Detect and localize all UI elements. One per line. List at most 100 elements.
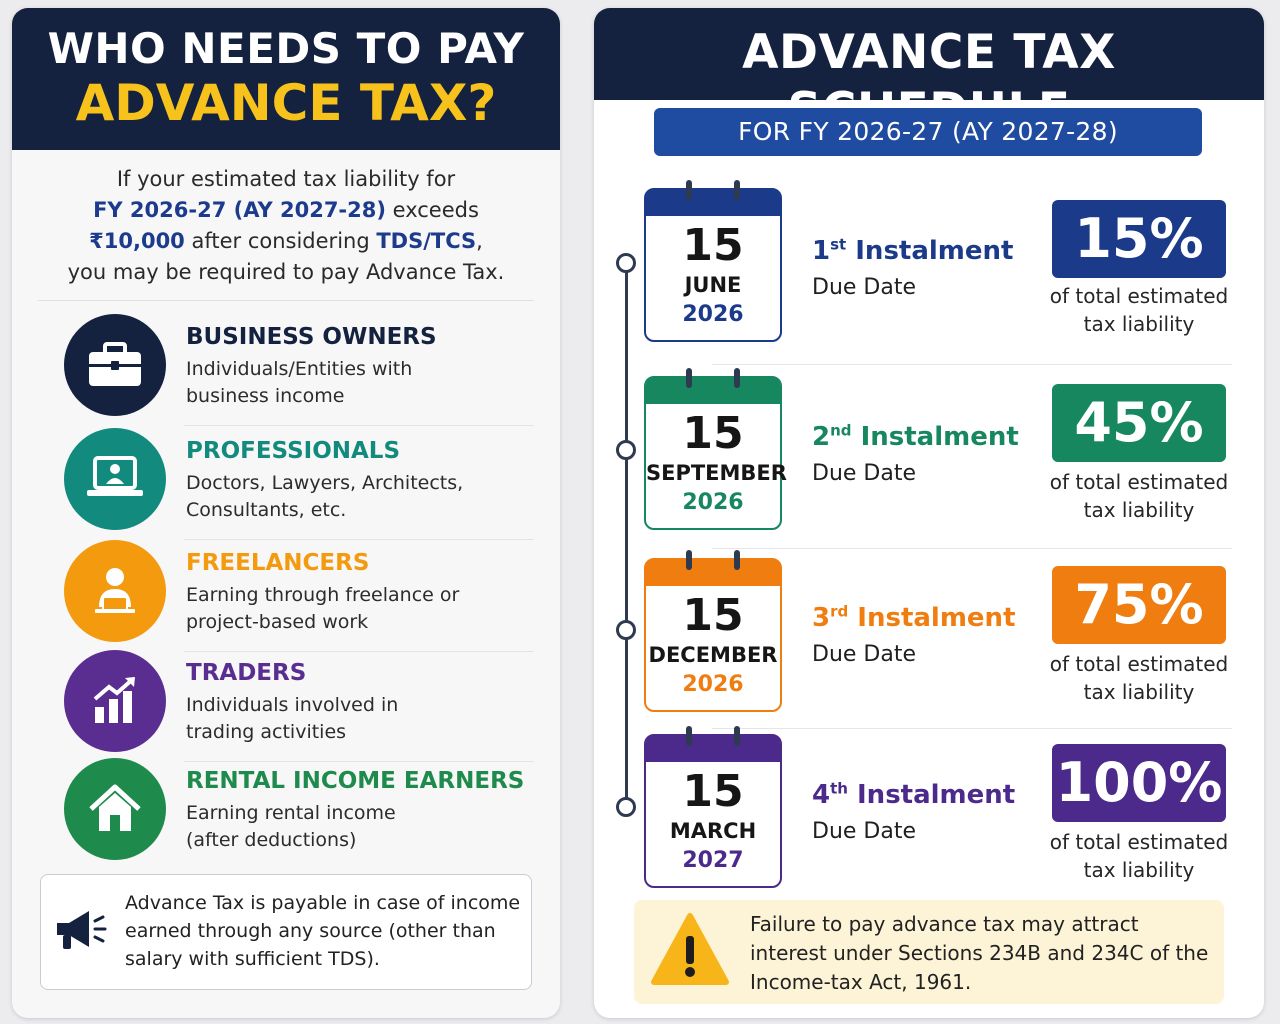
intro-comma: , (476, 229, 483, 253)
schedule-banner: ADVANCE TAX SCHEDULE (594, 8, 1264, 138)
category-title: RENTAL INCOME EARNERS (186, 768, 525, 794)
percent-desc: of total estimated tax liability (1044, 282, 1234, 338)
percent-desc-line2: tax liability (1083, 858, 1195, 882)
who-needs-title-line2: ADVANCE TAX? (75, 74, 497, 132)
calendar-september: 15 SEPTEMBER 2026 (644, 368, 787, 530)
category-desc: Individuals/Entities with business income (186, 356, 546, 410)
category-business-owners: BUSINESS OWNERS Individuals/Entities wit… (64, 314, 534, 426)
intro-line4: you may be required to pay Advance Tax. (67, 260, 505, 284)
timeline-dot (616, 620, 636, 640)
percent-desc: of total estimated tax liability (1044, 650, 1234, 706)
calendar-day: 15 (682, 408, 744, 459)
instalment-1-label: 1st Instalment Due Date (812, 234, 1022, 304)
calendar-ring (734, 368, 740, 388)
percent-desc-line2: tax liability (1083, 498, 1195, 522)
category-desc: Individuals involved in trading activitie… (186, 692, 546, 746)
note-text: Advance Tax is payable in case of income… (125, 892, 521, 970)
category-desc-line1: Individuals/Entities with (186, 358, 413, 380)
category-traders: TRADERS Individuals involved in trading a… (64, 650, 534, 762)
intro-line3: ₹10,000 after considering TDS/TCS, (32, 226, 540, 257)
instalment-2-label: 2nd Instalment Due Date (812, 420, 1022, 490)
category-desc-line2: (after deductions) (186, 829, 357, 851)
calendar-day: 15 (682, 766, 744, 817)
calendar-ring (734, 180, 740, 200)
megaphone-icon (53, 905, 111, 961)
row-divider (184, 761, 534, 762)
house-icon (64, 758, 166, 860)
intro-tds: TDS/TCS (376, 229, 477, 253)
timeline-dot (616, 440, 636, 460)
intro-exceeds: exceeds (385, 198, 479, 222)
category-title: TRADERS (186, 660, 307, 686)
category-desc: Doctors, Lawyers, Architects, Consultants… (186, 470, 546, 524)
percent-desc-line2: tax liability (1083, 312, 1195, 336)
percent-badge: 100% (1052, 744, 1226, 822)
instalment-title: 4th Instalment (812, 778, 1022, 812)
schedule-panel: ADVANCE TAX SCHEDULE FOR FY 2026-27 (AY … (594, 8, 1264, 1018)
percent-desc-line1: of total estimated (1049, 284, 1229, 308)
calendar-header (646, 190, 780, 216)
row-divider (184, 539, 534, 540)
calendar-ring (686, 726, 692, 746)
category-desc: Earning through freelance or project-base… (186, 582, 546, 636)
category-desc-line2: trading activities (186, 721, 347, 743)
instalment-suffix: st (830, 235, 847, 254)
instalment-title: 1st Instalment (812, 234, 1022, 268)
advance-tax-note: Advance Tax is payable in case of income… (40, 874, 532, 990)
instalment-number: 3 (812, 603, 831, 633)
intro-line1: If your estimated tax liability for (116, 167, 456, 191)
percent-desc: of total estimated tax liability (1044, 828, 1234, 884)
intro-amount: ₹10,000 (89, 229, 185, 253)
divider (38, 300, 534, 301)
category-title: BUSINESS OWNERS (186, 324, 437, 350)
timeline-dot (616, 797, 636, 817)
category-desc-line2: project-based work (186, 611, 369, 633)
due-date-label: Due Date (812, 819, 916, 844)
calendar-month: MARCH (669, 819, 757, 843)
due-date-label: Due Date (812, 461, 916, 486)
category-title: PROFESSIONALS (186, 438, 401, 464)
instalment-number: 1 (812, 236, 831, 266)
who-needs-title-line1: WHO NEEDS TO PAY (47, 24, 525, 73)
briefcase-icon (64, 314, 166, 416)
percent-desc-line1: of total estimated (1049, 470, 1229, 494)
instalment-word: Instalment (848, 603, 1016, 633)
calendar-ring (734, 550, 740, 570)
laptop-user-icon (64, 428, 166, 530)
instalment-3-label: 3rd Instalment Due Date (812, 601, 1022, 671)
calendar-march: 15 MARCH 2027 (644, 726, 782, 888)
instalment-word: Instalment (851, 422, 1019, 452)
intro-line2: FY 2026-27 (AY 2027-28) exceeds (32, 195, 540, 226)
calendar-header (646, 560, 780, 586)
who-needs-panel: WHO NEEDS TO PAY ADVANCE TAX? If your es… (12, 8, 560, 1018)
instalment-word: Instalment (847, 780, 1016, 810)
calendar-day: 15 (682, 220, 744, 271)
calendar-ring (686, 550, 692, 570)
category-desc-line2: Consultants, etc. (186, 499, 347, 521)
row-divider (184, 651, 534, 652)
calendar-day: 15 (682, 590, 744, 641)
calendar-header (646, 736, 780, 762)
calendar-year: 2026 (682, 672, 744, 697)
category-rental-income-earners: RENTAL INCOME EARNERS Earning rental inc… (64, 758, 534, 866)
percent-desc-line1: of total estimated (1049, 652, 1229, 676)
instalment-suffix: th (830, 779, 848, 798)
instalment-number: 2 (812, 422, 831, 452)
category-desc-line2: business income (186, 385, 345, 407)
calendar-june: 15 JUNE 2026 (644, 180, 782, 342)
timeline-dot (616, 253, 636, 273)
due-date-label: Due Date (812, 275, 916, 300)
person-laptop-icon (64, 540, 166, 642)
percent-badge: 15% (1052, 200, 1226, 278)
warning-box: Failure to pay advance tax may attract i… (634, 900, 1224, 1004)
calendar-header (646, 378, 780, 404)
intro-after: after considering (184, 229, 377, 253)
row-divider (712, 728, 1232, 729)
category-desc: Earning rental income (after deductions) (186, 800, 546, 854)
calendar-ring (686, 180, 692, 200)
percent-desc: of total estimated tax liability (1044, 468, 1234, 524)
instalment-4-label: 4th Instalment Due Date (812, 778, 1022, 848)
calendar-month: DECEMBER (648, 643, 778, 667)
category-professionals: PROFESSIONALS Doctors, Lawyers, Architec… (64, 428, 534, 540)
row-divider (712, 548, 1232, 549)
